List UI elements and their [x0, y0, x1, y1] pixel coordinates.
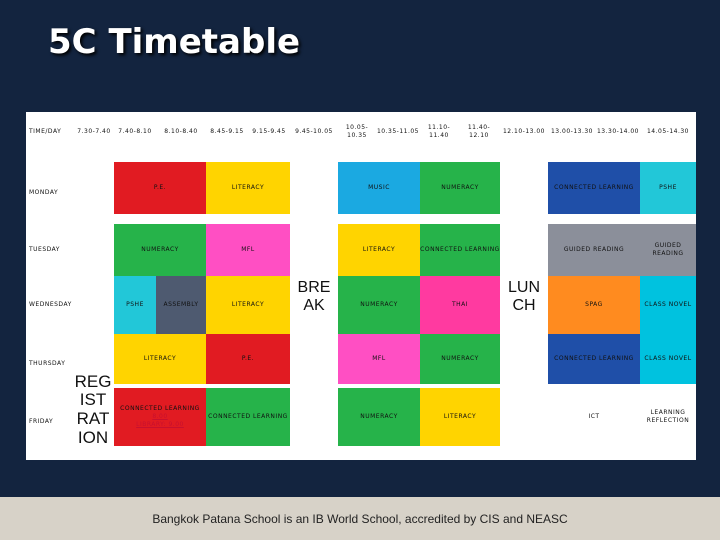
registration-cell: REG IST RAT ION — [74, 371, 112, 447]
footer-banner: Bangkok Patana School is an IB World Sch… — [0, 497, 720, 540]
lesson-literacy: LITERACY — [420, 388, 500, 446]
header-slot: 13.00-13.30 — [550, 127, 594, 135]
lesson-assembly: ASSEMBLY — [156, 276, 206, 334]
header-slot: 11.40-12.10 — [467, 123, 491, 139]
lesson-pshe: PSHE — [114, 276, 156, 334]
header-slot: 9.45-10.05 — [295, 127, 333, 135]
day-thursday: THURSDAY — [29, 359, 66, 367]
header-slot: 8.10-8.40 — [164, 127, 198, 135]
header-slot: 8.45-9.15 — [210, 127, 244, 135]
lesson-class-novel: CLASS NOVEL — [640, 276, 696, 334]
day-monday: MONDAY — [29, 188, 59, 196]
lesson-pshe: PSHE — [640, 162, 696, 214]
lesson-mfl: MFL — [206, 224, 290, 276]
header-slot: 14.05-14.30 — [646, 127, 690, 135]
break-cell: BRE AK — [297, 279, 331, 314]
header-slot: 11.10-11.40 — [427, 123, 451, 139]
header-slot: 10.35-11.05 — [376, 127, 420, 135]
header-slot: 12.10-13.00 — [502, 127, 546, 135]
lesson-pe: P.E. — [206, 334, 290, 384]
lesson-numeracy: NUMERACY — [420, 334, 500, 384]
lesson-literacy: LITERACY — [206, 162, 290, 214]
lesson-connected-time: 8.00 — [152, 412, 168, 420]
slide-title: 5C Timetable — [48, 22, 301, 62]
lesson-learning-reflection: LEARNING REFLECTION — [640, 388, 696, 446]
lesson-numeracy: NUMERACY — [420, 162, 500, 214]
lesson-connected-learning-library: CONNECTED LEARNING 8.00 LIBRARY: 9.00 — [114, 388, 206, 446]
header-time-day: TIME/DAY — [29, 127, 62, 135]
day-wednesday: WEDNESDAY — [29, 300, 72, 308]
lesson-music: MUSIC — [338, 162, 420, 214]
lesson-literacy: LITERACY — [114, 334, 206, 384]
lesson-numeracy: NUMERACY — [114, 224, 206, 276]
lesson-connected-learning: CONNECTED LEARNING — [548, 162, 640, 214]
lesson-connected-learning: CONNECTED LEARNING — [548, 334, 640, 384]
lesson-numeracy: NUMERACY — [338, 276, 420, 334]
lesson-spag: SPAG — [548, 276, 640, 334]
lesson-literacy: LITERACY — [338, 224, 420, 276]
lesson-guided-reading: GUIDED READING — [640, 224, 696, 276]
header-slot: 13.30-14.00 — [596, 127, 640, 135]
lesson-library-label: LIBRARY: 9.00 — [136, 421, 184, 429]
lesson-class-novel: CLASS NOVEL — [640, 334, 696, 384]
header-slot: 7.40-8.10 — [118, 127, 152, 135]
timetable: TIME/DAY 7.30-7.40 7.40-8.10 8.10-8.40 8… — [26, 112, 696, 460]
header-slot: 10.05-10.35 — [345, 123, 369, 139]
lesson-literacy: LITERACY — [206, 276, 290, 334]
header-slot: 9.15-9.45 — [252, 127, 286, 135]
lesson-guided-reading: GUIDED READING — [548, 224, 640, 276]
lesson-mfl: MFL — [338, 334, 420, 384]
lesson-connected-learning: CONNECTED LEARNING — [420, 224, 500, 276]
header-slot: 7.30-7.40 — [77, 127, 111, 135]
lunch-cell: LUN CH — [507, 279, 540, 314]
lesson-thai: THAI — [420, 276, 500, 334]
lesson-ict: ICT — [548, 388, 640, 446]
lesson-numeracy: NUMERACY — [338, 388, 420, 446]
lesson-connected-learning: CONNECTED LEARNING — [206, 388, 290, 446]
day-tuesday: TUESDAY — [29, 245, 60, 253]
lesson-pe: P.E. — [114, 162, 206, 214]
lesson-connected-label: CONNECTED LEARNING — [120, 404, 200, 412]
day-friday: FRIDAY — [29, 417, 54, 425]
